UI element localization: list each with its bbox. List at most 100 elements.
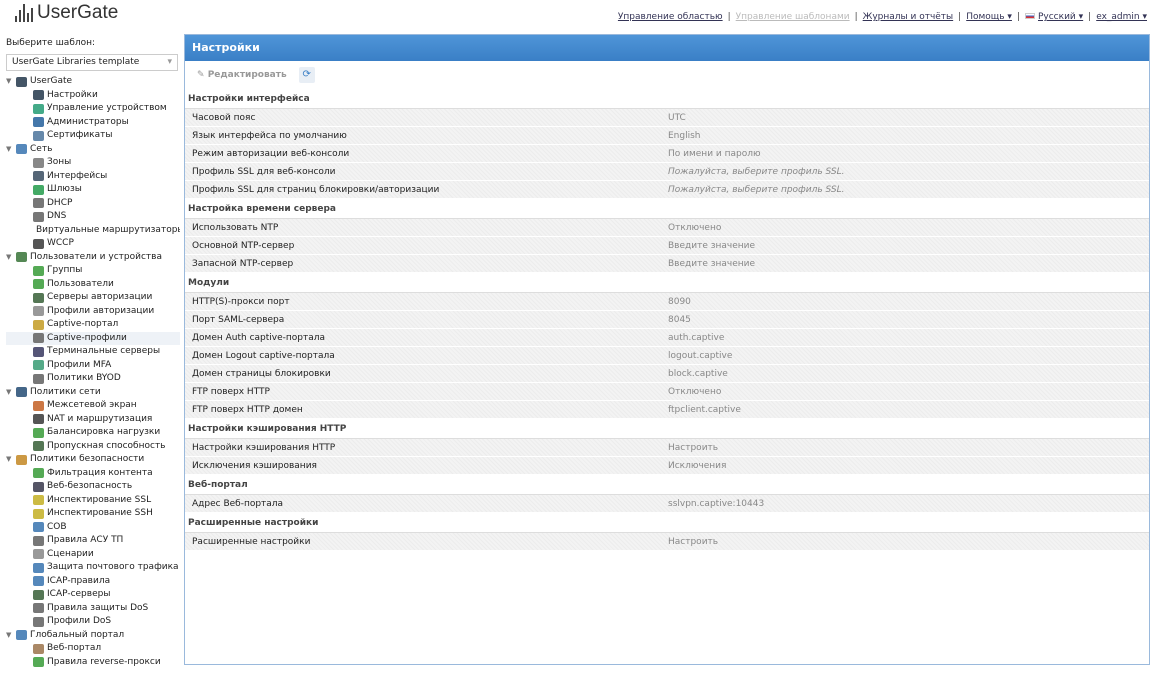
edit-button[interactable]: ✎ Редактировать [197, 70, 287, 80]
expand-toggle-icon[interactable]: ▼ [6, 387, 12, 396]
tree-item-icon [16, 630, 27, 641]
tree-item[interactable]: NAT и маршрутизация [6, 413, 180, 427]
setting-value: auth.captive [668, 333, 725, 343]
setting-row[interactable]: Домен Logout captive-портала logout.capti… [185, 347, 1149, 365]
tree-item[interactable]: ▼ Пользователи и устройства [6, 251, 180, 265]
refresh-icon[interactable]: ⟳ [298, 67, 315, 83]
tree-item[interactable]: Межсетевой экран [6, 399, 180, 413]
setting-row[interactable]: Порт SAML-сервера 8045 [185, 311, 1149, 329]
tree-item[interactable]: Веб-безопасность [6, 480, 180, 494]
tree-item[interactable]: Политики BYOD [6, 372, 180, 386]
setting-row[interactable]: Часовой пояс UTC [185, 109, 1149, 127]
setting-name: Домен Auth captive-портала [192, 333, 326, 343]
tree-item[interactable]: Управление устройством [6, 102, 180, 116]
tree-item[interactable]: Балансировка нагрузки [6, 426, 180, 440]
tree-item[interactable]: Пользователи [6, 278, 180, 292]
tree-item-icon [33, 360, 44, 371]
tree-item[interactable]: Правила reverse-прокси [6, 656, 180, 667]
tree-item-label: Фильтрация контента [47, 467, 153, 478]
tree-item[interactable]: Правила АСУ ТП [6, 534, 180, 548]
tree-item[interactable]: Группы [6, 264, 180, 278]
tree-item[interactable]: Инспектирование SSL [6, 494, 180, 508]
tree-item-label: Пропускная способность [47, 440, 166, 451]
tree-item[interactable]: Профили MFA [6, 359, 180, 373]
tree-item-label: Межсетевой экран [47, 400, 137, 410]
nav-link[interactable]: Управление областью [618, 12, 723, 22]
tree-item[interactable]: Зоны [6, 156, 180, 170]
tree-item[interactable]: ▼ Глобальный портал [6, 629, 180, 643]
setting-row[interactable]: Домен Auth captive-портала auth.captive [185, 329, 1149, 347]
tree-item[interactable]: СОВ [6, 521, 180, 535]
setting-row[interactable]: Язык интерфейса по умолчанию English [185, 127, 1149, 145]
tree-item-label: Пользователи и устройства [30, 251, 162, 262]
tree-item[interactable]: Captive-портал [6, 318, 180, 332]
tree-item[interactable]: ▼ Политики безопасности [6, 453, 180, 467]
expand-toggle-icon[interactable]: ▼ [6, 455, 12, 463]
setting-value: Введите значение [668, 241, 756, 251]
tree-item[interactable]: Виртуальные маршрутизаторы [6, 224, 180, 238]
tree-item-label: DNS [47, 211, 67, 221]
tree-item[interactable]: Шлюзы [6, 183, 180, 197]
tree-item[interactable]: Профили авторизации [6, 305, 180, 319]
nav-link-label: Помощь ▾ [966, 12, 1012, 22]
nav-link[interactable]: ex_admin ▾ [1096, 12, 1147, 22]
nav-link[interactable]: Журналы и отчёты [863, 12, 954, 22]
tree-item[interactable]: ICAP-серверы [6, 588, 180, 602]
setting-value: По имени и паролю [668, 149, 761, 159]
tree-item-icon [33, 130, 44, 141]
expand-toggle-icon[interactable]: ▼ [6, 630, 12, 639]
setting-row[interactable]: FTP поверх HTTP домен ftpclient.captive [185, 401, 1149, 419]
tree-item[interactable]: Сценарии [6, 548, 180, 562]
setting-name: HTTP(S)-прокси порт [192, 297, 290, 307]
nav-link[interactable]: Русский ▾ [1024, 12, 1083, 22]
tree-item[interactable]: Правила защиты DoS [6, 602, 180, 616]
tree-item[interactable]: Пропускная способность [6, 440, 180, 454]
tree-item[interactable]: Интерфейсы [6, 170, 180, 184]
tree-item-label: Captive-профили [47, 332, 127, 343]
setting-row[interactable]: FTP поверх HTTP Отключено [185, 383, 1149, 401]
tree-item[interactable]: Инспектирование SSH [6, 507, 180, 521]
expand-toggle-icon[interactable]: ▼ [6, 144, 12, 153]
tree-item[interactable]: Терминальные серверы [6, 345, 180, 359]
tree-item-icon [33, 549, 44, 560]
setting-row[interactable]: Адрес Веб-портала sslvpn.captive:10443 [185, 495, 1149, 513]
expand-toggle-icon[interactable]: ▼ [6, 77, 12, 85]
tree-item[interactable]: ▼ Сеть [6, 143, 180, 157]
tree-item-label: Группы [47, 265, 83, 275]
tree-item-label: Пользователи [47, 278, 114, 289]
tree-item[interactable]: Профили DoS [6, 615, 180, 629]
tree-item[interactable]: ICAP-правила [6, 575, 180, 589]
tree-item[interactable]: DNS [6, 210, 180, 224]
tree-item[interactable]: Captive-профили [6, 331, 180, 345]
tree-item[interactable]: WCCP [6, 237, 180, 251]
tree-item[interactable]: Веб-портал [6, 642, 180, 656]
tree-item[interactable]: Серверы авторизации [6, 291, 180, 305]
setting-row[interactable]: Запасной NTP-сервер Введите значение [185, 255, 1149, 273]
tree-item-label: NAT и маршрутизация [47, 413, 153, 424]
tree-item-icon [33, 90, 44, 101]
setting-row[interactable]: Расширенные настройки Настроить [185, 533, 1149, 551]
nav-link[interactable]: Помощь ▾ [966, 12, 1012, 22]
template-select[interactable]: UserGate Libraries template [6, 54, 178, 71]
setting-row[interactable]: HTTP(S)-прокси порт 8090 [185, 293, 1149, 311]
setting-row[interactable]: Основной NTP-сервер Введите значение [185, 237, 1149, 255]
setting-row[interactable]: Профиль SSL для веб-консоли Пожалуйста, в… [185, 163, 1149, 181]
setting-row[interactable]: Использовать NTP Отключено [185, 219, 1149, 237]
setting-row[interactable]: Исключения кэширования Исключения [185, 457, 1149, 475]
tree-item[interactable]: ▼ UserGate [6, 75, 180, 89]
tree-item[interactable]: Настройки [6, 89, 180, 103]
setting-row[interactable]: Настройки кэширования HTTP Настроить [185, 439, 1149, 457]
setting-row[interactable]: Профиль SSL для страниц блокировки/автор… [185, 181, 1149, 199]
tree-item[interactable]: Сертификаты [6, 129, 180, 143]
tree-item-icon [33, 468, 44, 479]
nav-link-label: Управление шаблонами [735, 12, 850, 22]
tree-item[interactable]: Защита почтового трафика [6, 561, 180, 575]
tree-item[interactable]: DHCP [6, 197, 180, 211]
tree-item[interactable]: Администраторы [6, 116, 180, 130]
setting-row[interactable]: Домен страницы блокировки block.captive [185, 365, 1149, 383]
setting-row[interactable]: Режим авторизации веб-консоли По имени и … [185, 145, 1149, 163]
expand-toggle-icon[interactable]: ▼ [6, 252, 12, 261]
tree-item[interactable]: ▼ Политики сети [6, 386, 180, 400]
tree-item[interactable]: Фильтрация контента [6, 467, 180, 481]
section-header: Настройки интерфейса [185, 89, 1149, 109]
